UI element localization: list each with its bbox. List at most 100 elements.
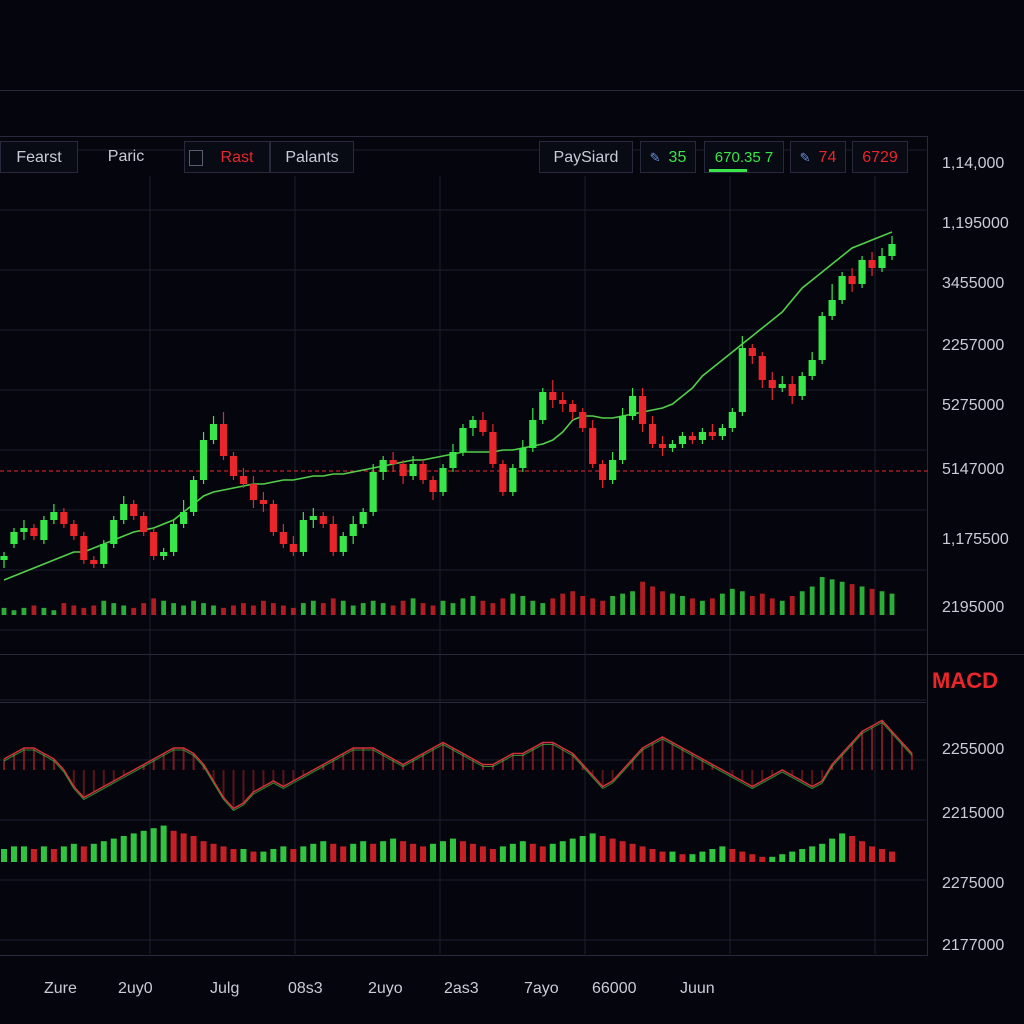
tab-fearst[interactable]: Fearst — [0, 141, 78, 173]
price-axis-label: 2195000 — [942, 599, 1005, 616]
macd-divider-top — [0, 654, 1024, 655]
histogram-bar — [100, 841, 107, 862]
candle-body — [299, 520, 307, 552]
candle-body — [259, 500, 268, 504]
top-divider — [0, 90, 1024, 91]
candle-body — [489, 432, 497, 464]
candle-body — [140, 516, 148, 532]
histogram-bar — [380, 841, 387, 862]
volume-bar — [839, 581, 845, 615]
histogram-bar — [819, 843, 826, 862]
histogram-bar — [779, 854, 786, 862]
candle-body — [449, 452, 457, 468]
candle-body — [668, 444, 677, 448]
volume-bar — [759, 593, 765, 615]
candle-body — [249, 484, 258, 500]
candle-body — [888, 244, 896, 256]
histogram-bar — [240, 849, 247, 862]
main-chart-frame — [0, 136, 928, 956]
histogram-bar — [220, 846, 227, 862]
volume-bar — [181, 605, 186, 615]
volume-bar — [470, 596, 476, 615]
volume-bar — [729, 588, 735, 615]
histogram-bar — [859, 841, 866, 862]
histogram-bar — [160, 825, 167, 862]
volume-bar — [849, 584, 855, 615]
histogram-bar — [869, 846, 876, 862]
histogram-bar — [90, 843, 97, 862]
tab-label: Rast — [220, 149, 254, 166]
histogram-bar — [190, 836, 197, 862]
candle-body — [559, 400, 567, 404]
candle-body — [379, 460, 387, 472]
histogram-bar — [609, 838, 616, 862]
candle-body — [858, 260, 866, 284]
price-axis-label: 1,195000 — [942, 215, 1009, 232]
histogram-bar — [320, 841, 327, 862]
volume-bar — [670, 593, 675, 615]
macd-axis-label: 2215000 — [942, 805, 1005, 822]
volume-bar — [231, 605, 236, 615]
volume-bar — [81, 607, 87, 615]
macd-line — [3, 719, 913, 810]
candle-body — [429, 480, 437, 492]
macd-label: MACD — [932, 668, 998, 693]
histogram-bar — [889, 851, 895, 862]
x-axis-label: 7ayo — [524, 980, 559, 997]
square-icon — [189, 150, 203, 166]
signal-line — [3, 721, 913, 812]
tab-paysiard[interactable]: PaySiard — [539, 141, 633, 173]
macd-axis-label: 2255000 — [942, 741, 1005, 758]
histogram-bar — [599, 836, 606, 862]
volume-bar — [370, 600, 376, 615]
histogram-bar — [669, 851, 676, 862]
histogram-bar — [879, 849, 886, 862]
candle-body — [419, 464, 427, 480]
indicator-74[interactable]: ✎ 74 — [790, 141, 846, 173]
candle-body — [708, 432, 717, 436]
candle-body — [179, 512, 188, 524]
volume-bar — [251, 605, 256, 615]
volume-bar — [410, 598, 416, 615]
histogram-bar — [360, 841, 367, 862]
candle-body — [40, 520, 48, 540]
volume-bar — [739, 591, 745, 615]
histogram-bar — [629, 843, 636, 862]
volume-bar — [141, 603, 147, 615]
candle-body — [549, 392, 557, 400]
tab-rast[interactable]: Rast — [184, 141, 270, 173]
histogram-bar — [20, 846, 27, 862]
pencil-icon: ✎ — [799, 150, 811, 165]
tab-label: Palants — [285, 149, 339, 166]
candle-body — [219, 424, 228, 456]
x-axis-label: Julg — [210, 980, 240, 997]
volume-bar — [440, 600, 446, 615]
histogram-bar — [40, 846, 47, 862]
candle-body — [808, 360, 816, 376]
histogram-bar — [519, 841, 526, 862]
indicator-35[interactable]: ✎ 35 — [640, 141, 696, 173]
candle-body — [728, 412, 736, 428]
indicator-price[interactable]: 670.35 7 — [704, 141, 784, 173]
tab-paric[interactable]: Paric — [78, 141, 174, 173]
indicator-6729[interactable]: 6729 — [852, 141, 908, 173]
current-price-label: 5147000 — [942, 461, 1005, 478]
candle-body — [189, 480, 198, 512]
macd-axis-label: 2177000 — [942, 937, 1005, 954]
x-axis-label: Juun — [680, 980, 715, 997]
volume-bar — [450, 603, 456, 615]
histogram-bar — [420, 846, 427, 862]
histogram-bar — [639, 846, 646, 862]
histogram-bar — [619, 841, 626, 862]
histogram-bar — [440, 841, 447, 862]
candle-body — [698, 432, 707, 440]
volume-bar — [11, 610, 17, 615]
candle-body — [579, 412, 587, 428]
histogram-bar — [569, 838, 576, 862]
volume-bar — [859, 586, 865, 615]
tab-palants[interactable]: Palants — [270, 141, 354, 173]
volume-bar — [769, 598, 775, 615]
histogram-bar — [30, 849, 37, 862]
histogram-bar — [60, 846, 67, 862]
